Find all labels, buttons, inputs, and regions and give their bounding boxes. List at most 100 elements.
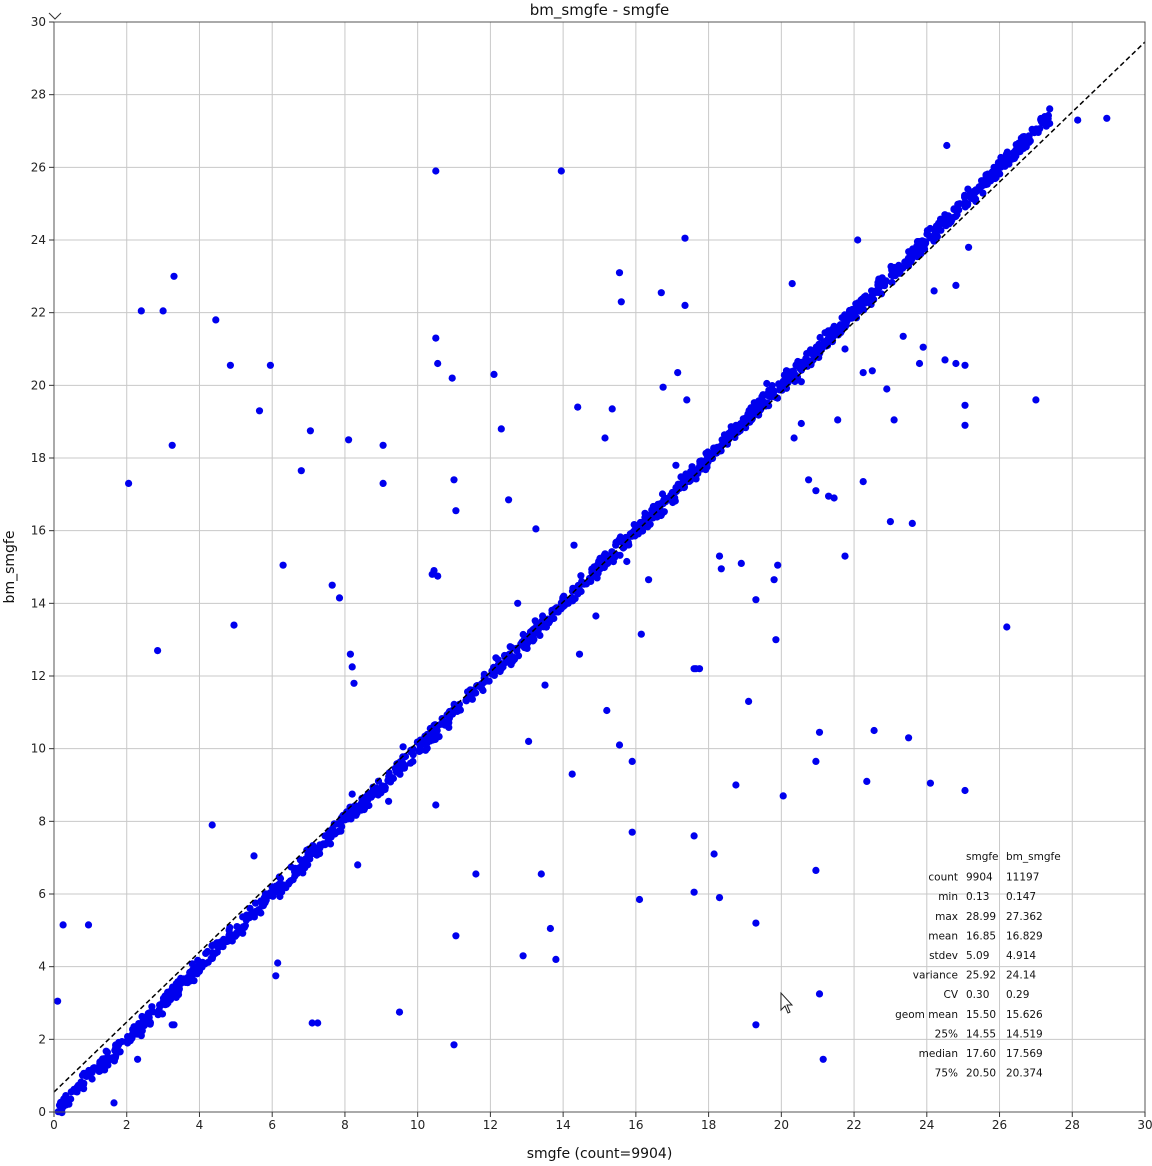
data-point bbox=[575, 587, 584, 595]
x-tick-label: 12 bbox=[483, 1118, 498, 1132]
data-point bbox=[557, 167, 565, 175]
stats-value-bm-smgfe: 16.829 bbox=[1006, 930, 1043, 942]
stats-value-smgfe: 25.92 bbox=[966, 970, 996, 982]
data-point bbox=[56, 1100, 65, 1108]
data-point bbox=[623, 557, 631, 566]
data-point bbox=[752, 919, 760, 927]
data-point bbox=[539, 623, 548, 631]
data-point bbox=[401, 752, 410, 761]
data-point bbox=[592, 612, 600, 620]
data-point bbox=[742, 424, 750, 432]
data-point bbox=[763, 379, 771, 388]
data-point bbox=[213, 948, 221, 956]
data-point bbox=[191, 964, 199, 972]
data-point bbox=[1003, 623, 1011, 631]
data-point bbox=[216, 938, 225, 946]
data-point bbox=[815, 990, 824, 998]
y-tick-label: 4 bbox=[38, 960, 46, 974]
data-point bbox=[966, 189, 974, 197]
data-point bbox=[919, 343, 927, 351]
data-point bbox=[406, 759, 415, 767]
data-point bbox=[373, 787, 381, 796]
data-point bbox=[332, 820, 340, 828]
stats-row-label: min bbox=[938, 891, 958, 903]
data-point bbox=[611, 553, 619, 562]
data-point bbox=[988, 168, 996, 176]
data-point bbox=[490, 370, 498, 378]
data-point bbox=[227, 932, 235, 940]
data-point bbox=[1019, 133, 1027, 141]
data-point bbox=[863, 777, 871, 786]
data-point bbox=[816, 333, 824, 342]
data-point bbox=[952, 359, 960, 368]
data-point bbox=[255, 407, 264, 415]
data-point bbox=[709, 449, 717, 457]
x-tick-label: 2 bbox=[123, 1118, 131, 1132]
data-point bbox=[88, 1075, 96, 1083]
data-point bbox=[174, 979, 182, 987]
data-point bbox=[778, 386, 786, 394]
data-point bbox=[110, 1099, 118, 1107]
data-point bbox=[923, 230, 931, 238]
data-point bbox=[570, 541, 578, 549]
data-point bbox=[313, 844, 321, 853]
data-point bbox=[513, 644, 521, 652]
x-tick-label: 18 bbox=[701, 1118, 716, 1132]
data-point bbox=[755, 397, 763, 405]
data-point bbox=[710, 850, 718, 858]
data-point bbox=[862, 292, 870, 300]
data-point bbox=[1025, 134, 1033, 142]
data-point bbox=[226, 361, 234, 369]
data-point bbox=[868, 287, 876, 295]
data-point bbox=[834, 416, 842, 424]
data-point bbox=[952, 212, 960, 221]
data-point bbox=[257, 909, 265, 917]
data-point bbox=[628, 828, 636, 836]
data-point bbox=[329, 826, 337, 835]
data-point bbox=[835, 327, 843, 335]
data-point bbox=[125, 479, 133, 487]
data-point bbox=[452, 932, 460, 940]
data-point bbox=[148, 1003, 156, 1011]
data-point bbox=[899, 332, 907, 340]
y-tick-label: 24 bbox=[31, 233, 46, 247]
data-point bbox=[637, 630, 645, 638]
data-point bbox=[266, 361, 274, 369]
data-point bbox=[588, 566, 596, 574]
data-point bbox=[321, 832, 329, 840]
data-point bbox=[600, 563, 608, 572]
data-point bbox=[772, 636, 780, 644]
data-point bbox=[628, 757, 636, 766]
data-point bbox=[134, 1055, 142, 1063]
data-point bbox=[505, 496, 513, 504]
data-point bbox=[859, 369, 867, 377]
fit-line bbox=[53, 41, 1146, 1093]
data-point bbox=[745, 408, 754, 416]
x-tick-label: 22 bbox=[846, 1118, 861, 1132]
chevron-down-icon[interactable] bbox=[48, 12, 62, 20]
data-point bbox=[644, 523, 652, 531]
x-axis-ticks: 0 2 4 6 8 10 12 14 16 18 20 22 24 26 28 30 bbox=[50, 1112, 1152, 1132]
data-point bbox=[672, 461, 680, 469]
data-point bbox=[385, 797, 393, 805]
data-point bbox=[115, 1038, 123, 1047]
data-point bbox=[61, 1094, 70, 1103]
data-point bbox=[1043, 119, 1051, 127]
x-tick-label: 0 bbox=[50, 1118, 58, 1132]
data-point bbox=[308, 1019, 316, 1027]
stats-value-bm-smgfe: 20.374 bbox=[1006, 1068, 1043, 1080]
data-point bbox=[497, 425, 505, 433]
data-point bbox=[164, 990, 172, 998]
stats-row-label: CV bbox=[943, 989, 958, 1001]
x-axis-title: smgfe (count=9904) bbox=[527, 1146, 673, 1162]
data-point bbox=[568, 587, 577, 595]
data-point bbox=[431, 724, 439, 732]
data-point bbox=[991, 174, 999, 183]
data-point bbox=[683, 396, 691, 404]
data-point bbox=[532, 525, 540, 533]
data-point bbox=[812, 866, 820, 875]
data-point bbox=[170, 272, 178, 280]
data-point bbox=[642, 513, 650, 521]
data-point bbox=[472, 870, 480, 878]
stats-row-label: 75% bbox=[935, 1068, 958, 1080]
